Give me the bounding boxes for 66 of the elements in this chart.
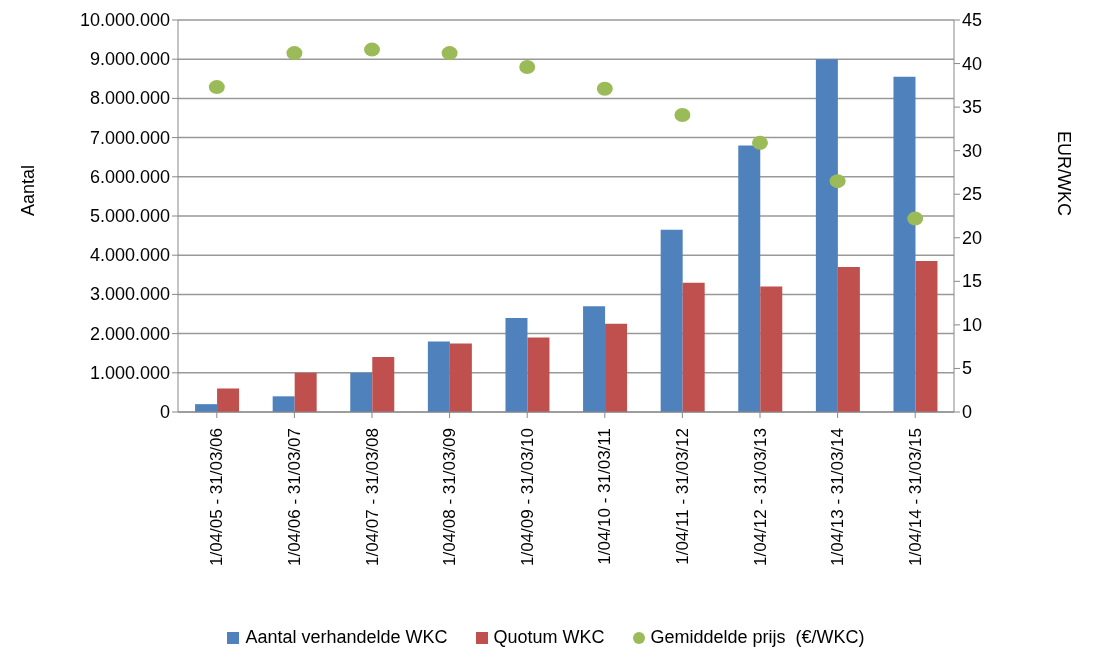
point [752, 135, 768, 150]
point [596, 81, 613, 96]
y-tick-label: 5.000.000 [89, 206, 170, 226]
bar [815, 59, 838, 412]
x-tick-label: 1/04/12 - 31/03/13 [750, 428, 770, 567]
x-tick-label: 1/04/09 - 31/03/10 [517, 428, 537, 567]
y-tick-label: 8.000.000 [89, 88, 170, 109]
x-tick-label: 1/04/13 - 31/03/14 [828, 428, 848, 567]
bar [527, 337, 550, 412]
y-tick-label: 1.000.000 [89, 362, 170, 383]
x-tick-label: 1/04/14 - 31/03/15 [905, 428, 925, 567]
y-tick-label: 7.000.000 [89, 127, 170, 148]
y2-tick-label: 35 [962, 97, 983, 118]
bar [893, 76, 916, 412]
legend-label: Aantal verhandelde WKC [244, 627, 448, 648]
bar [427, 341, 450, 412]
y2-tick-label: 10 [962, 314, 983, 335]
bar [372, 357, 395, 412]
bar [583, 306, 606, 412]
x-tick-label: 1/04/10 - 31/03/11 [595, 428, 615, 565]
bar [272, 396, 295, 412]
y-tick-label: 6.000.000 [89, 166, 170, 187]
y2-tick-label: 45 [962, 10, 983, 30]
bar [350, 372, 373, 412]
point [364, 42, 380, 57]
point [208, 80, 225, 95]
y2-axis-title: EUR/WKC [1053, 131, 1074, 216]
bar [682, 282, 705, 412]
x-tick-label: 1/04/06 - 31/03/07 [284, 428, 304, 567]
bar [449, 343, 472, 412]
y-tick-label: 2.000.000 [89, 323, 170, 344]
y-tick-label: 3.000.000 [89, 284, 170, 305]
point [907, 211, 924, 226]
bar [605, 323, 628, 412]
bar [217, 388, 240, 412]
y-axis-title: Aantal [18, 164, 39, 216]
bar [738, 145, 761, 412]
bar [294, 372, 317, 412]
bar [660, 229, 683, 412]
point [519, 60, 536, 75]
point [829, 174, 846, 189]
legend-label: Gemiddelde prijs (€/WKC) [649, 627, 865, 648]
bar [505, 317, 528, 412]
bar [837, 266, 860, 412]
y-tick-label: 10.000.000 [79, 10, 170, 30]
bar [760, 286, 783, 412]
bar [915, 261, 938, 412]
point [441, 46, 458, 61]
y2-tick-label: 15 [962, 271, 983, 292]
x-tick-label: 1/04/07 - 31/03/08 [362, 428, 382, 567]
y-tick-label: 0 [159, 402, 170, 422]
x-tick-label: 1/04/05 - 31/03/06 [207, 428, 227, 567]
y-tick-label: 4.000.000 [89, 245, 170, 266]
legend-label: Quotum WKC [492, 627, 605, 648]
bar [195, 404, 218, 412]
x-tick-label: 1/04/11 - 31/03/12 [672, 428, 692, 565]
y2-tick-label: 30 [962, 140, 983, 161]
y2-tick-label: 5 [962, 358, 973, 379]
y2-tick-label: 0 [962, 402, 973, 422]
y2-tick-label: 25 [962, 184, 983, 205]
point [674, 107, 691, 122]
point [286, 46, 303, 61]
y-tick-label: 9.000.000 [89, 49, 170, 70]
x-tick-label: 1/04/08 - 31/03/09 [440, 428, 460, 567]
y2-tick-label: 20 [962, 227, 983, 248]
y2-tick-label: 40 [962, 53, 983, 74]
